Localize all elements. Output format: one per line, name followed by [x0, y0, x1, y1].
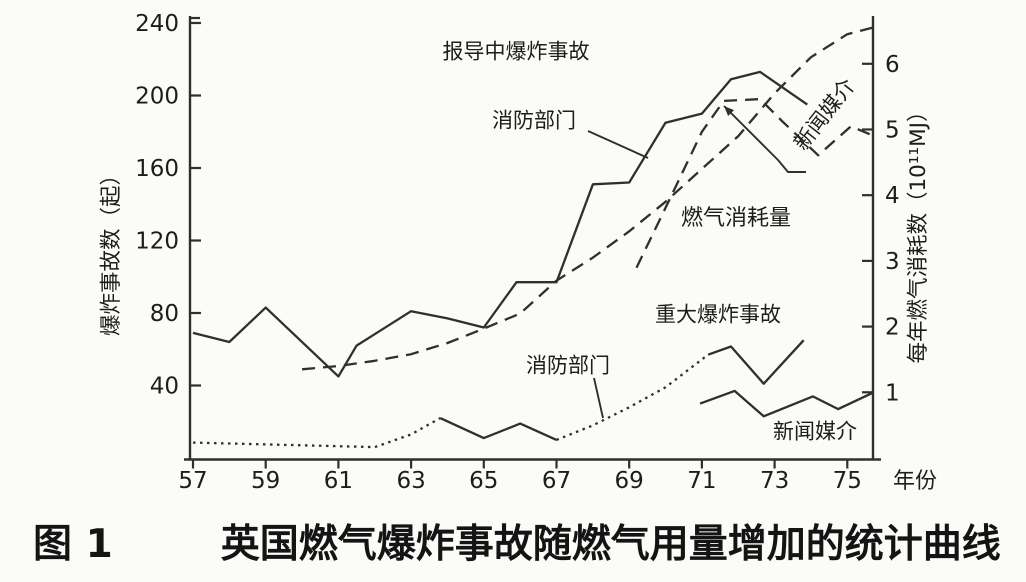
left-tick-label: 120	[135, 229, 179, 255]
figure-caption: 图 1 英国燃气爆炸事故随燃气用量增加的统计曲线	[0, 513, 1026, 569]
right-tick-label: 4	[885, 183, 900, 209]
series-line-serious-fire-seg1	[439, 417, 557, 441]
x-tick-label: 67	[542, 468, 571, 494]
x-tick-label: 61	[324, 468, 353, 494]
right-tick-label: 3	[885, 249, 900, 275]
x-tick-label: 63	[396, 468, 425, 494]
chart-canvas: 40 80 120 160 200 240 1 2 3 4 5 6 57 59 61 63 65 67 69 71 73…	[99, 11, 937, 494]
annotation-serious-fire-label: 消防部门	[526, 354, 610, 378]
x-tick-label: 71	[687, 468, 716, 494]
figure-caption-text: 英国燃气爆炸事故随燃气用量增加的统计曲线	[220, 522, 1001, 567]
annotation-serious-title: 重大爆炸事故	[655, 303, 781, 327]
right-tick-label: 2	[885, 315, 900, 341]
right-tick-label: 1	[885, 380, 900, 406]
left-tick-label: 80	[150, 301, 179, 327]
annotation-reported-media-label: 新闻媒介	[789, 74, 860, 155]
series-line-serious-media	[699, 389, 874, 418]
series-line-gas-consumption	[301, 26, 873, 371]
x-tick-label: 57	[178, 468, 207, 494]
series-line-serious-fire-seg0	[192, 417, 441, 449]
right-tick-label: 5	[885, 117, 900, 143]
annotation-arrowhead-reported-media-label	[724, 106, 735, 117]
annotation-leader-serious-fire-label	[593, 377, 604, 419]
left-tick-label: 240	[135, 11, 179, 37]
annotation-leader-reported-fire-label	[587, 130, 649, 159]
series-line-reported-fire	[192, 70, 808, 378]
right-tick-label: 6	[885, 52, 900, 78]
y-axis-left-title: 爆炸事故数（起）	[99, 164, 124, 336]
annotation-reported-fire-label: 消防部门	[492, 109, 576, 133]
annotation-gas-label: 燃气消耗量	[681, 206, 791, 231]
series-line-reported-media	[635, 97, 874, 269]
x-axis-title: 年份	[893, 469, 937, 494]
x-tick-label: 73	[760, 468, 789, 494]
annotation-reported-title: 报导中爆炸事故	[443, 40, 590, 64]
series-line-serious-fire-seg3	[707, 339, 805, 385]
x-tick-label: 65	[469, 468, 498, 494]
x-tick-label: 69	[615, 468, 644, 494]
x-tick-label: 75	[833, 468, 862, 494]
left-tick-label: 40	[150, 374, 179, 400]
figure-number: 图 1	[33, 522, 113, 567]
x-tick-label: 59	[251, 468, 280, 494]
left-tick-label: 160	[135, 156, 179, 182]
annotation-leader-reported-media-label	[723, 105, 806, 173]
y-axis-right-title: 每年燃气消耗数（10¹¹MJ）	[906, 101, 931, 364]
annotation-serious-media-label: 新闻媒介	[773, 420, 857, 444]
left-tick-label: 200	[135, 84, 179, 110]
